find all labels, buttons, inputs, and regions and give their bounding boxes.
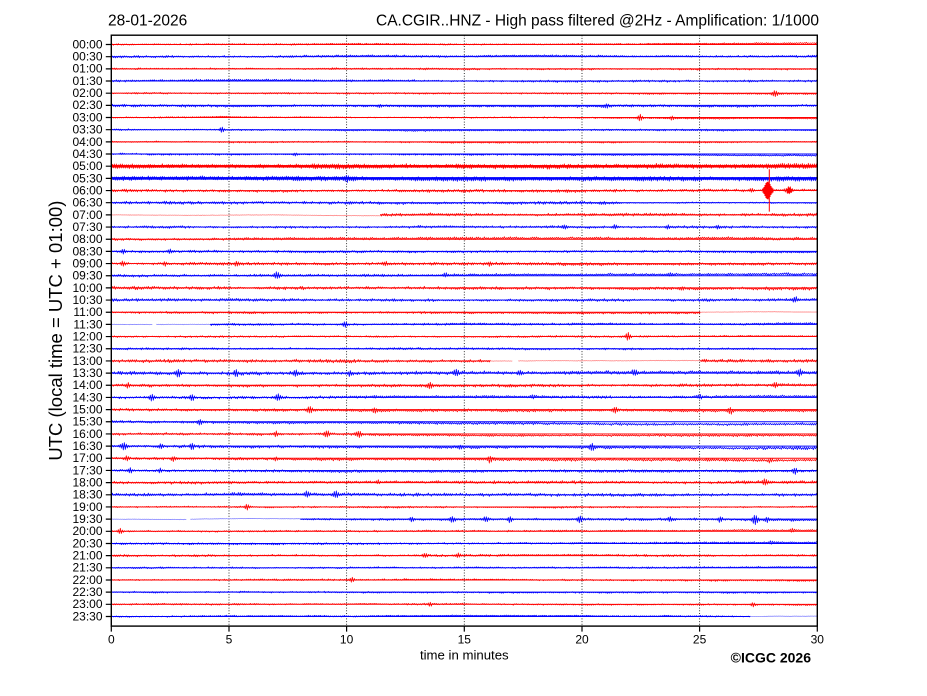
svg-text:22:00: 22:00 (72, 573, 102, 587)
svg-text:01:30: 01:30 (72, 74, 102, 88)
svg-text:15: 15 (458, 633, 472, 647)
svg-text:13:30: 13:30 (72, 366, 102, 380)
svg-text:14:00: 14:00 (72, 378, 102, 392)
svg-text:11:30: 11:30 (73, 317, 102, 331)
svg-text:UTC (local time = UTC + 01:00): UTC (local time = UTC + 01:00) (45, 201, 66, 461)
svg-text:22:30: 22:30 (72, 585, 102, 599)
svg-text:19:00: 19:00 (72, 500, 102, 514)
svg-text:16:00: 16:00 (72, 427, 102, 441)
svg-text:05:30: 05:30 (72, 171, 102, 185)
svg-text:20:00: 20:00 (72, 524, 102, 538)
svg-text:©ICGC 2026: ©ICGC 2026 (731, 650, 812, 666)
svg-text:07:00: 07:00 (72, 208, 102, 222)
svg-text:00:30: 00:30 (72, 50, 102, 64)
svg-text:16:30: 16:30 (72, 439, 102, 453)
svg-text:20:30: 20:30 (72, 536, 102, 550)
svg-text:12:30: 12:30 (72, 342, 102, 356)
svg-text:15:00: 15:00 (72, 403, 102, 417)
svg-text:10: 10 (340, 633, 354, 647)
svg-text:03:00: 03:00 (72, 110, 102, 124)
svg-text:25: 25 (693, 633, 707, 647)
svg-text:12:00: 12:00 (72, 330, 102, 344)
svg-text:02:00: 02:00 (72, 86, 102, 100)
svg-text:23:00: 23:00 (72, 597, 102, 611)
svg-text:00:00: 00:00 (72, 37, 102, 51)
svg-text:02:30: 02:30 (72, 98, 102, 112)
svg-text:10:00: 10:00 (72, 281, 102, 295)
svg-text:09:00: 09:00 (72, 257, 102, 271)
svg-text:28-01-2026: 28-01-2026 (108, 13, 187, 30)
svg-text:01:00: 01:00 (72, 62, 102, 76)
svg-text:18:30: 18:30 (72, 488, 102, 502)
svg-text:04:00: 04:00 (72, 135, 102, 149)
svg-text:17:00: 17:00 (72, 451, 102, 465)
svg-text:21:30: 21:30 (72, 561, 102, 575)
svg-text:14:30: 14:30 (72, 390, 102, 404)
svg-text:15:30: 15:30 (72, 415, 102, 429)
svg-text:06:00: 06:00 (72, 183, 102, 197)
svg-text:17:30: 17:30 (72, 463, 102, 477)
svg-text:08:00: 08:00 (72, 232, 102, 246)
svg-text:04:30: 04:30 (72, 147, 102, 161)
svg-text:5: 5 (226, 633, 233, 647)
svg-text:time in minutes: time in minutes (420, 648, 509, 663)
svg-text:19:30: 19:30 (72, 512, 102, 526)
svg-text:21:00: 21:00 (72, 549, 102, 563)
svg-text:0: 0 (108, 633, 115, 647)
svg-text:07:30: 07:30 (72, 220, 102, 234)
svg-text:08:30: 08:30 (72, 244, 102, 258)
svg-text:10:30: 10:30 (72, 293, 102, 307)
svg-text:30: 30 (811, 633, 825, 647)
svg-text:05:00: 05:00 (72, 159, 102, 173)
svg-text:06:30: 06:30 (72, 196, 102, 210)
svg-text:09:30: 09:30 (72, 269, 102, 283)
svg-text:20: 20 (575, 633, 589, 647)
svg-text:03:30: 03:30 (72, 123, 102, 137)
svg-text:13:00: 13:00 (72, 354, 102, 368)
svg-text:18:00: 18:00 (72, 476, 102, 490)
svg-text:CA.CGIR..HNZ - High pass filte: CA.CGIR..HNZ - High pass filtered @2Hz -… (376, 13, 819, 30)
svg-text:23:30: 23:30 (72, 609, 102, 623)
svg-text:11:00: 11:00 (73, 305, 102, 319)
